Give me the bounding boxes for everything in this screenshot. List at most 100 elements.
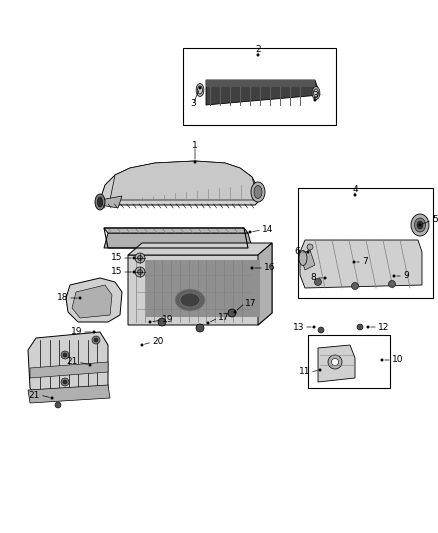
Text: 5: 5 — [432, 215, 438, 224]
Text: 16: 16 — [264, 263, 276, 272]
Ellipse shape — [254, 185, 262, 198]
Ellipse shape — [299, 251, 307, 265]
Circle shape — [233, 311, 237, 313]
Circle shape — [257, 53, 259, 56]
Ellipse shape — [175, 289, 205, 311]
Circle shape — [381, 359, 384, 361]
Polygon shape — [28, 332, 108, 398]
Circle shape — [196, 324, 204, 332]
Text: 21: 21 — [67, 358, 78, 367]
Circle shape — [88, 364, 92, 367]
Circle shape — [357, 324, 363, 330]
Text: 15: 15 — [110, 268, 122, 277]
Polygon shape — [28, 385, 110, 403]
Text: 4: 4 — [352, 185, 358, 195]
Circle shape — [138, 270, 142, 274]
Ellipse shape — [196, 84, 204, 96]
Circle shape — [314, 99, 317, 101]
Circle shape — [158, 318, 166, 326]
Circle shape — [133, 256, 135, 260]
Circle shape — [194, 160, 197, 164]
Text: 11: 11 — [299, 367, 310, 376]
Circle shape — [50, 397, 53, 400]
Polygon shape — [128, 243, 272, 325]
Circle shape — [55, 402, 61, 408]
Polygon shape — [206, 80, 320, 105]
Circle shape — [92, 330, 95, 334]
Text: 18: 18 — [57, 294, 68, 303]
Circle shape — [61, 378, 69, 386]
Circle shape — [418, 223, 421, 227]
Circle shape — [251, 266, 254, 270]
Circle shape — [92, 336, 100, 344]
Circle shape — [324, 277, 326, 279]
Polygon shape — [104, 228, 248, 233]
Polygon shape — [30, 362, 108, 378]
Circle shape — [353, 193, 357, 197]
Ellipse shape — [314, 89, 318, 97]
Polygon shape — [104, 233, 252, 248]
Polygon shape — [128, 243, 272, 255]
Text: 19: 19 — [162, 316, 173, 325]
Circle shape — [318, 368, 321, 372]
Text: 20: 20 — [152, 337, 163, 346]
Ellipse shape — [251, 182, 265, 202]
Bar — [308, 335, 390, 388]
Ellipse shape — [414, 218, 425, 232]
Ellipse shape — [411, 214, 429, 236]
Bar — [183, 48, 336, 125]
Text: 7: 7 — [362, 257, 368, 266]
Circle shape — [228, 309, 236, 317]
Polygon shape — [66, 278, 122, 322]
Circle shape — [63, 380, 67, 384]
Circle shape — [312, 326, 315, 328]
Text: 17: 17 — [218, 313, 230, 322]
Circle shape — [135, 267, 145, 277]
Polygon shape — [318, 345, 355, 382]
Circle shape — [141, 343, 144, 346]
Circle shape — [307, 244, 313, 250]
Polygon shape — [110, 161, 255, 200]
Text: 10: 10 — [392, 356, 403, 365]
Circle shape — [198, 86, 201, 90]
Bar — [298, 188, 433, 298]
Ellipse shape — [180, 293, 200, 307]
Circle shape — [392, 274, 396, 278]
Circle shape — [135, 253, 145, 263]
Ellipse shape — [417, 221, 423, 229]
Circle shape — [352, 282, 358, 289]
Circle shape — [318, 327, 324, 333]
Text: 12: 12 — [378, 322, 389, 332]
Text: 13: 13 — [293, 322, 304, 332]
Circle shape — [332, 359, 339, 366]
Polygon shape — [100, 161, 260, 205]
Circle shape — [206, 321, 209, 325]
Polygon shape — [258, 243, 272, 325]
Text: 14: 14 — [262, 225, 273, 235]
Ellipse shape — [198, 86, 202, 94]
Polygon shape — [300, 240, 422, 288]
Circle shape — [138, 255, 142, 261]
Polygon shape — [72, 285, 112, 318]
Polygon shape — [146, 260, 260, 317]
Circle shape — [133, 271, 135, 273]
Ellipse shape — [312, 86, 320, 100]
Text: 1: 1 — [192, 141, 198, 150]
Text: 3: 3 — [190, 100, 196, 109]
Polygon shape — [100, 196, 122, 208]
Circle shape — [353, 261, 356, 263]
Text: 19: 19 — [71, 327, 82, 336]
Circle shape — [314, 279, 321, 286]
Text: 17: 17 — [245, 298, 257, 308]
Circle shape — [94, 338, 98, 342]
Text: 6: 6 — [294, 247, 300, 256]
Circle shape — [78, 296, 81, 300]
Polygon shape — [300, 250, 315, 270]
Text: 8: 8 — [310, 273, 316, 282]
Circle shape — [328, 355, 342, 369]
Text: 3: 3 — [312, 92, 318, 101]
Text: 2: 2 — [255, 45, 261, 54]
Circle shape — [148, 320, 152, 324]
Circle shape — [367, 326, 370, 328]
Polygon shape — [206, 80, 315, 87]
